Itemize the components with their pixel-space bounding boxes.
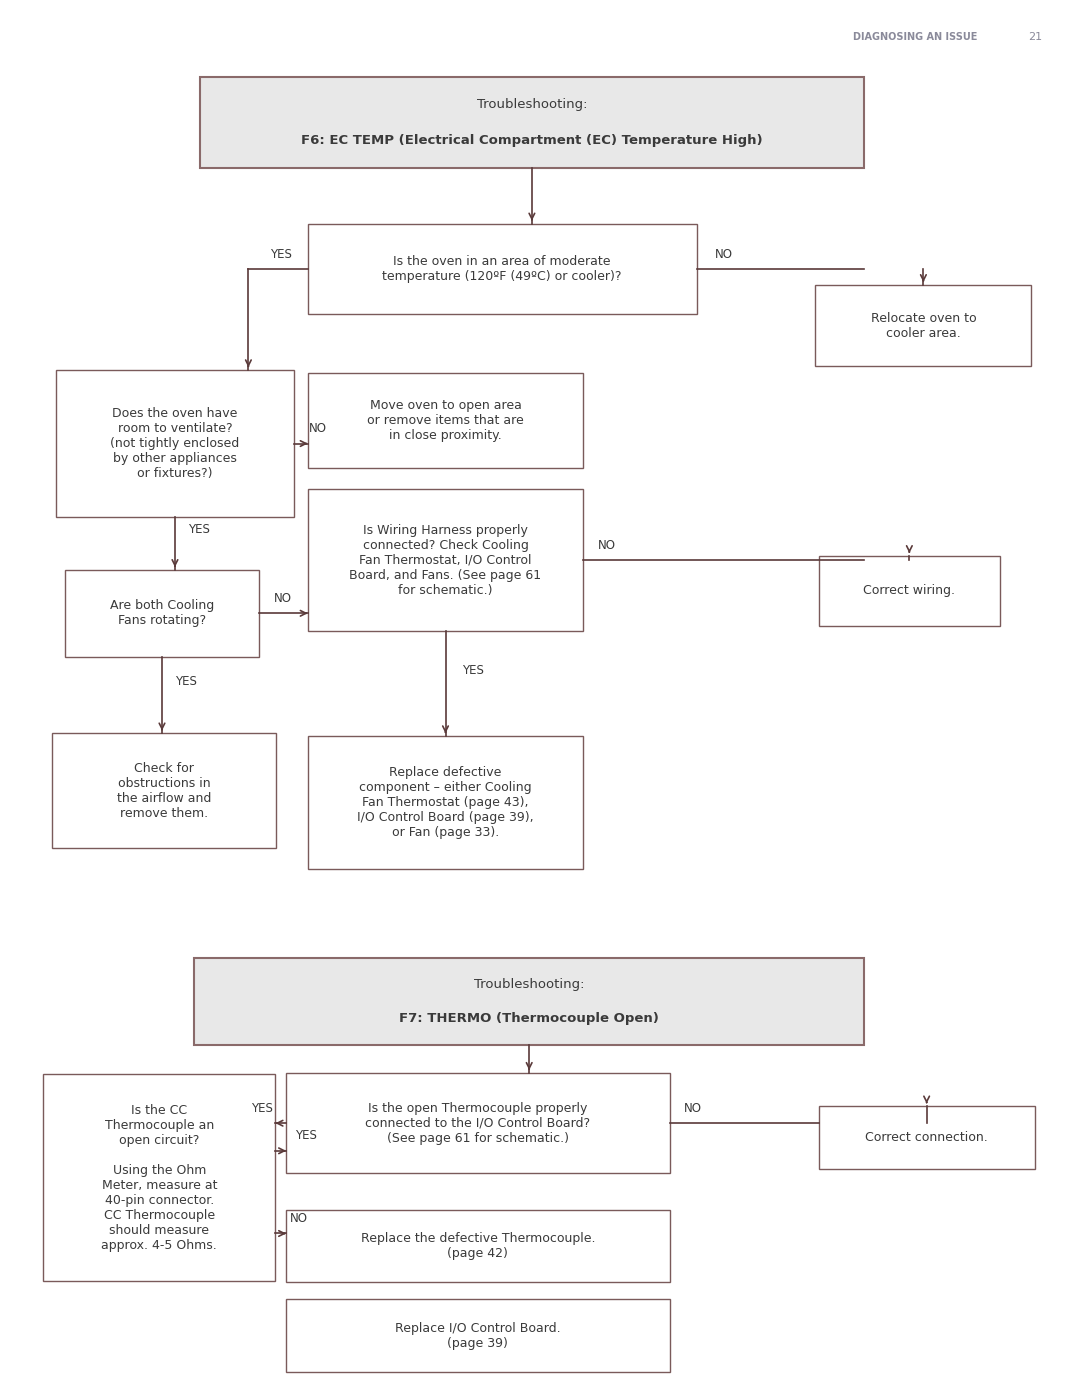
FancyBboxPatch shape <box>52 733 276 848</box>
FancyBboxPatch shape <box>194 958 864 1045</box>
Text: Troubleshooting:: Troubleshooting: <box>476 98 588 110</box>
Text: YES: YES <box>461 664 484 676</box>
Text: YES: YES <box>252 1102 273 1115</box>
Text: NO: NO <box>715 247 732 261</box>
Text: Correct connection.: Correct connection. <box>865 1132 988 1144</box>
Text: Is Wiring Harness properly
connected? Check Cooling
Fan Thermostat, I/O Control
: Is Wiring Harness properly connected? Ch… <box>350 524 541 597</box>
FancyBboxPatch shape <box>308 736 583 869</box>
Text: Correct wiring.: Correct wiring. <box>863 584 956 598</box>
Text: NO: NO <box>309 422 326 436</box>
Text: DIAGNOSING AN ISSUE: DIAGNOSING AN ISSUE <box>853 32 977 42</box>
Text: Is the oven in an area of moderate
temperature (120ºF (49ºC) or cooler)?: Is the oven in an area of moderate tempe… <box>382 254 622 284</box>
FancyBboxPatch shape <box>815 285 1031 366</box>
Text: Are both Cooling
Fans rotating?: Are both Cooling Fans rotating? <box>110 599 214 627</box>
FancyBboxPatch shape <box>308 373 583 468</box>
Text: NO: NO <box>274 592 292 605</box>
FancyBboxPatch shape <box>56 370 294 517</box>
FancyBboxPatch shape <box>286 1299 670 1372</box>
FancyBboxPatch shape <box>43 1074 275 1281</box>
Text: Is the open Thermocouple properly
connected to the I/O Control Board?
(See page : Is the open Thermocouple properly connec… <box>365 1102 591 1144</box>
Text: F7: THERMO (Thermocouple Open): F7: THERMO (Thermocouple Open) <box>400 1013 659 1025</box>
FancyBboxPatch shape <box>286 1210 670 1282</box>
Text: YES: YES <box>175 675 197 687</box>
Text: Check for
obstructions in
the airflow and
remove them.: Check for obstructions in the airflow an… <box>117 761 212 820</box>
Text: YES: YES <box>188 524 210 536</box>
Text: Relocate oven to
cooler area.: Relocate oven to cooler area. <box>870 312 976 339</box>
Text: F6: EC TEMP (Electrical Compartment (EC) Temperature High): F6: EC TEMP (Electrical Compartment (EC)… <box>301 134 762 147</box>
Text: Replace the defective Thermocouple.
(page 42): Replace the defective Thermocouple. (pag… <box>361 1232 595 1260</box>
FancyBboxPatch shape <box>200 77 864 168</box>
Text: Does the oven have
room to ventilate?
(not tightly enclosed
by other appliances
: Does the oven have room to ventilate? (n… <box>110 407 240 481</box>
Text: NO: NO <box>291 1213 308 1225</box>
FancyBboxPatch shape <box>308 224 697 314</box>
FancyBboxPatch shape <box>819 1106 1035 1169</box>
FancyBboxPatch shape <box>819 556 1000 626</box>
Text: Move oven to open area
or remove items that are
in close proximity.: Move oven to open area or remove items t… <box>367 400 524 441</box>
FancyBboxPatch shape <box>286 1073 670 1173</box>
Text: NO: NO <box>598 539 616 552</box>
Text: Troubleshooting:: Troubleshooting: <box>474 978 584 990</box>
Text: Is the CC
Thermocouple an
open circuit?

Using the Ohm
Meter, measure at
40-pin : Is the CC Thermocouple an open circuit? … <box>102 1104 217 1252</box>
Text: 21: 21 <box>1028 32 1042 42</box>
Text: YES: YES <box>295 1129 316 1143</box>
FancyBboxPatch shape <box>308 489 583 631</box>
Text: Replace defective
component – either Cooling
Fan Thermostat (page 43),
I/O Contr: Replace defective component – either Coo… <box>357 766 534 840</box>
Text: NO: NO <box>685 1102 702 1115</box>
Text: YES: YES <box>270 247 292 261</box>
FancyBboxPatch shape <box>65 570 259 657</box>
Text: Replace I/O Control Board.
(page 39): Replace I/O Control Board. (page 39) <box>395 1322 561 1350</box>
